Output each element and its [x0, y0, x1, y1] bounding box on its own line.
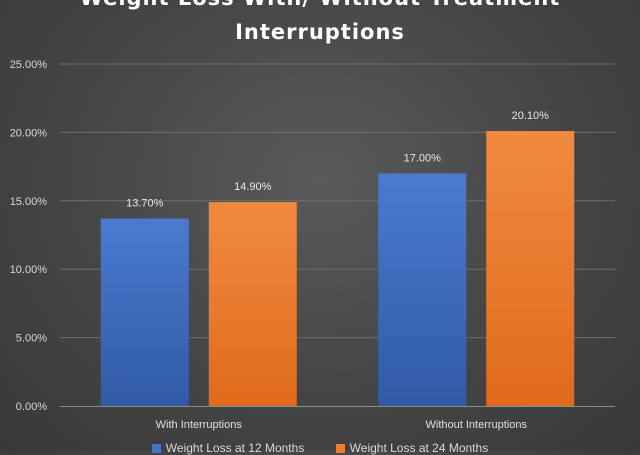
y-tick-label: 5.00% — [16, 333, 47, 345]
bar-24-months — [486, 131, 575, 407]
legend-label-24-months: Weight Loss at 24 Months — [349, 441, 489, 455]
data-label: 20.10% — [512, 110, 550, 122]
data-label: 17.00% — [404, 152, 442, 164]
bar-12-months — [100, 218, 189, 406]
x-tick-label: With Interruptions — [156, 419, 243, 431]
legend-swatch-12-months — [151, 444, 161, 454]
x-tick-label: Without Interruptions — [426, 419, 528, 431]
chart-title-line-2: Interruptions — [235, 20, 405, 44]
y-tick-label: 10.00% — [10, 264, 48, 276]
legend-label-12-months: Weight Loss at 12 Months — [165, 441, 305, 455]
bar-12-months — [378, 173, 467, 406]
y-tick-label: 0.00% — [16, 401, 47, 413]
legend-item-12-months: Weight Loss at 12 Months — [151, 441, 308, 455]
y-tick-label: 20.00% — [10, 127, 48, 139]
y-tick-label: 15.00% — [10, 196, 48, 208]
chart-title-line-1: Weight Loss With/ Without Treatment — [0, 0, 640, 10]
data-label: 13.70% — [126, 198, 164, 210]
y-tick-label: 25.00% — [10, 59, 48, 71]
data-label: 14.90% — [234, 181, 272, 193]
legend-swatch-24-months — [335, 444, 345, 454]
chart-legend: Weight Loss at 12 Months Weight Loss at … — [0, 441, 640, 455]
legend-item-24-months: Weight Loss at 24 Months — [335, 441, 489, 455]
bar-24-months — [208, 202, 297, 406]
